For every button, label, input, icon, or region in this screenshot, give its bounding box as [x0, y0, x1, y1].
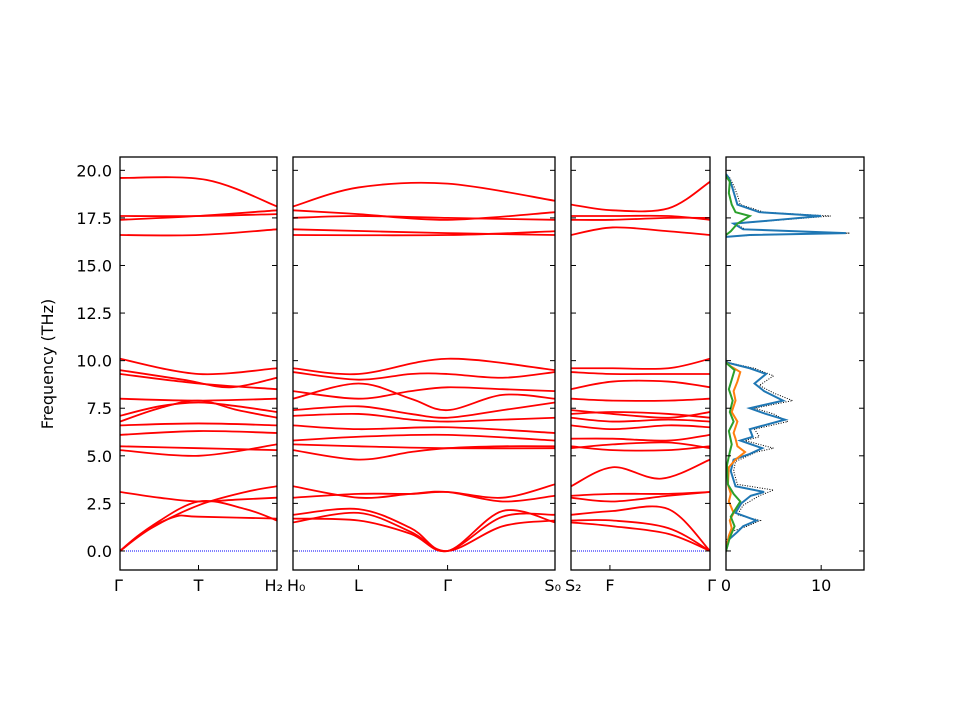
band-5	[120, 443, 277, 457]
x-tick-label: Γ	[707, 576, 716, 595]
x-tick-label: S₂	[565, 576, 582, 595]
band-5	[571, 491, 710, 497]
band-2	[293, 512, 555, 553]
x-tick-label: Γ	[114, 576, 123, 595]
bands	[293, 181, 555, 553]
band-18	[293, 215, 555, 221]
band-12	[293, 382, 555, 412]
dos-curves	[726, 173, 850, 555]
band-8	[293, 433, 555, 442]
band-14	[120, 357, 277, 376]
band-9	[571, 433, 710, 442]
y-tick-label: 10.0	[76, 352, 112, 371]
dos-series-2	[726, 360, 789, 552]
bands	[120, 176, 277, 552]
band-11	[293, 401, 555, 419]
x-tick-label: S₀	[544, 576, 561, 595]
band-10	[571, 424, 710, 431]
band-13	[293, 386, 555, 400]
y-tick-label: 7.5	[87, 399, 112, 418]
band-12	[120, 373, 277, 391]
dos-panel: 0 10	[721, 156, 865, 595]
band-18	[571, 226, 710, 236]
band-17	[571, 357, 710, 370]
y-tick-label: 2.5	[87, 494, 112, 513]
x-tick-label: F	[605, 576, 614, 595]
band-panel-1: 0.0 2.5 5.0 7.5 10.0 12.5 15.0 17.5 20.0 Γ T H₂	[76, 156, 283, 595]
band-20	[293, 181, 555, 208]
band-18	[120, 176, 277, 208]
x-tick-label: Γ	[443, 576, 452, 595]
band-11	[120, 397, 277, 402]
dos-series-6	[726, 173, 846, 238]
band-1	[571, 521, 710, 552]
panel-frame	[570, 156, 711, 571]
panel-frame	[292, 156, 556, 571]
band-8	[120, 422, 277, 427]
band-19	[293, 209, 555, 221]
band-5	[293, 485, 555, 503]
band-3	[293, 507, 555, 552]
band-10	[293, 412, 555, 423]
x-tick-label: T	[193, 576, 204, 595]
bands	[571, 180, 710, 552]
dos-series-7	[726, 175, 753, 236]
band-16	[571, 371, 710, 376]
y-axis-label: Frequency (THz)	[38, 299, 57, 429]
y-tick-label: 0.0	[87, 542, 112, 561]
x-tick-label: H₀	[287, 576, 305, 595]
band-17	[120, 213, 277, 218]
band-7	[571, 441, 710, 450]
band-17	[293, 228, 555, 236]
band-9	[293, 424, 555, 434]
band-14	[293, 371, 555, 381]
band-15	[120, 228, 277, 237]
dos-x-tick-label: 10	[811, 576, 831, 595]
dos-series-5	[726, 173, 850, 238]
band-15	[293, 357, 555, 376]
x-tick-label: L	[354, 576, 363, 595]
band-16	[293, 230, 555, 237]
band-9	[120, 399, 277, 423]
dos-series-4	[726, 361, 742, 552]
band-10	[120, 401, 277, 417]
y-tick-label: 5.0	[87, 447, 112, 466]
dos-frame	[725, 156, 865, 571]
band-21	[571, 180, 710, 213]
band-6	[293, 445, 555, 461]
band-8	[571, 445, 710, 452]
band-1	[120, 485, 277, 552]
y-tick-label: 15.0	[76, 256, 112, 275]
band-13	[120, 369, 277, 389]
band-3	[120, 499, 277, 552]
band-6	[571, 458, 710, 488]
band-20	[571, 214, 710, 221]
x-tick-label: H₂	[265, 576, 283, 595]
band-15	[571, 379, 710, 391]
band-13	[571, 409, 710, 419]
band-panel-3: S₂ F Γ	[565, 156, 716, 595]
band-11	[571, 416, 710, 423]
band-14	[571, 397, 710, 402]
band-panel-2: H₀ L Γ S₀	[287, 156, 561, 595]
band-panels: 0.0 2.5 5.0 7.5 10.0 12.5 15.0 17.5 20.0 Γ T H₂ H₀ L Γ…	[76, 156, 716, 595]
y-tick-label: 17.5	[76, 209, 112, 228]
band-4	[293, 483, 555, 499]
band-7	[120, 430, 277, 436]
band-1	[293, 511, 555, 552]
dos-x-tick-label: 0	[721, 576, 731, 595]
band-3	[571, 505, 710, 552]
y-tick-label: 12.5	[76, 304, 112, 323]
y-tick-label: 20.0	[76, 161, 112, 180]
band-6	[120, 445, 277, 451]
band-4	[120, 491, 277, 503]
band-2	[571, 519, 710, 552]
band-7	[293, 443, 555, 450]
